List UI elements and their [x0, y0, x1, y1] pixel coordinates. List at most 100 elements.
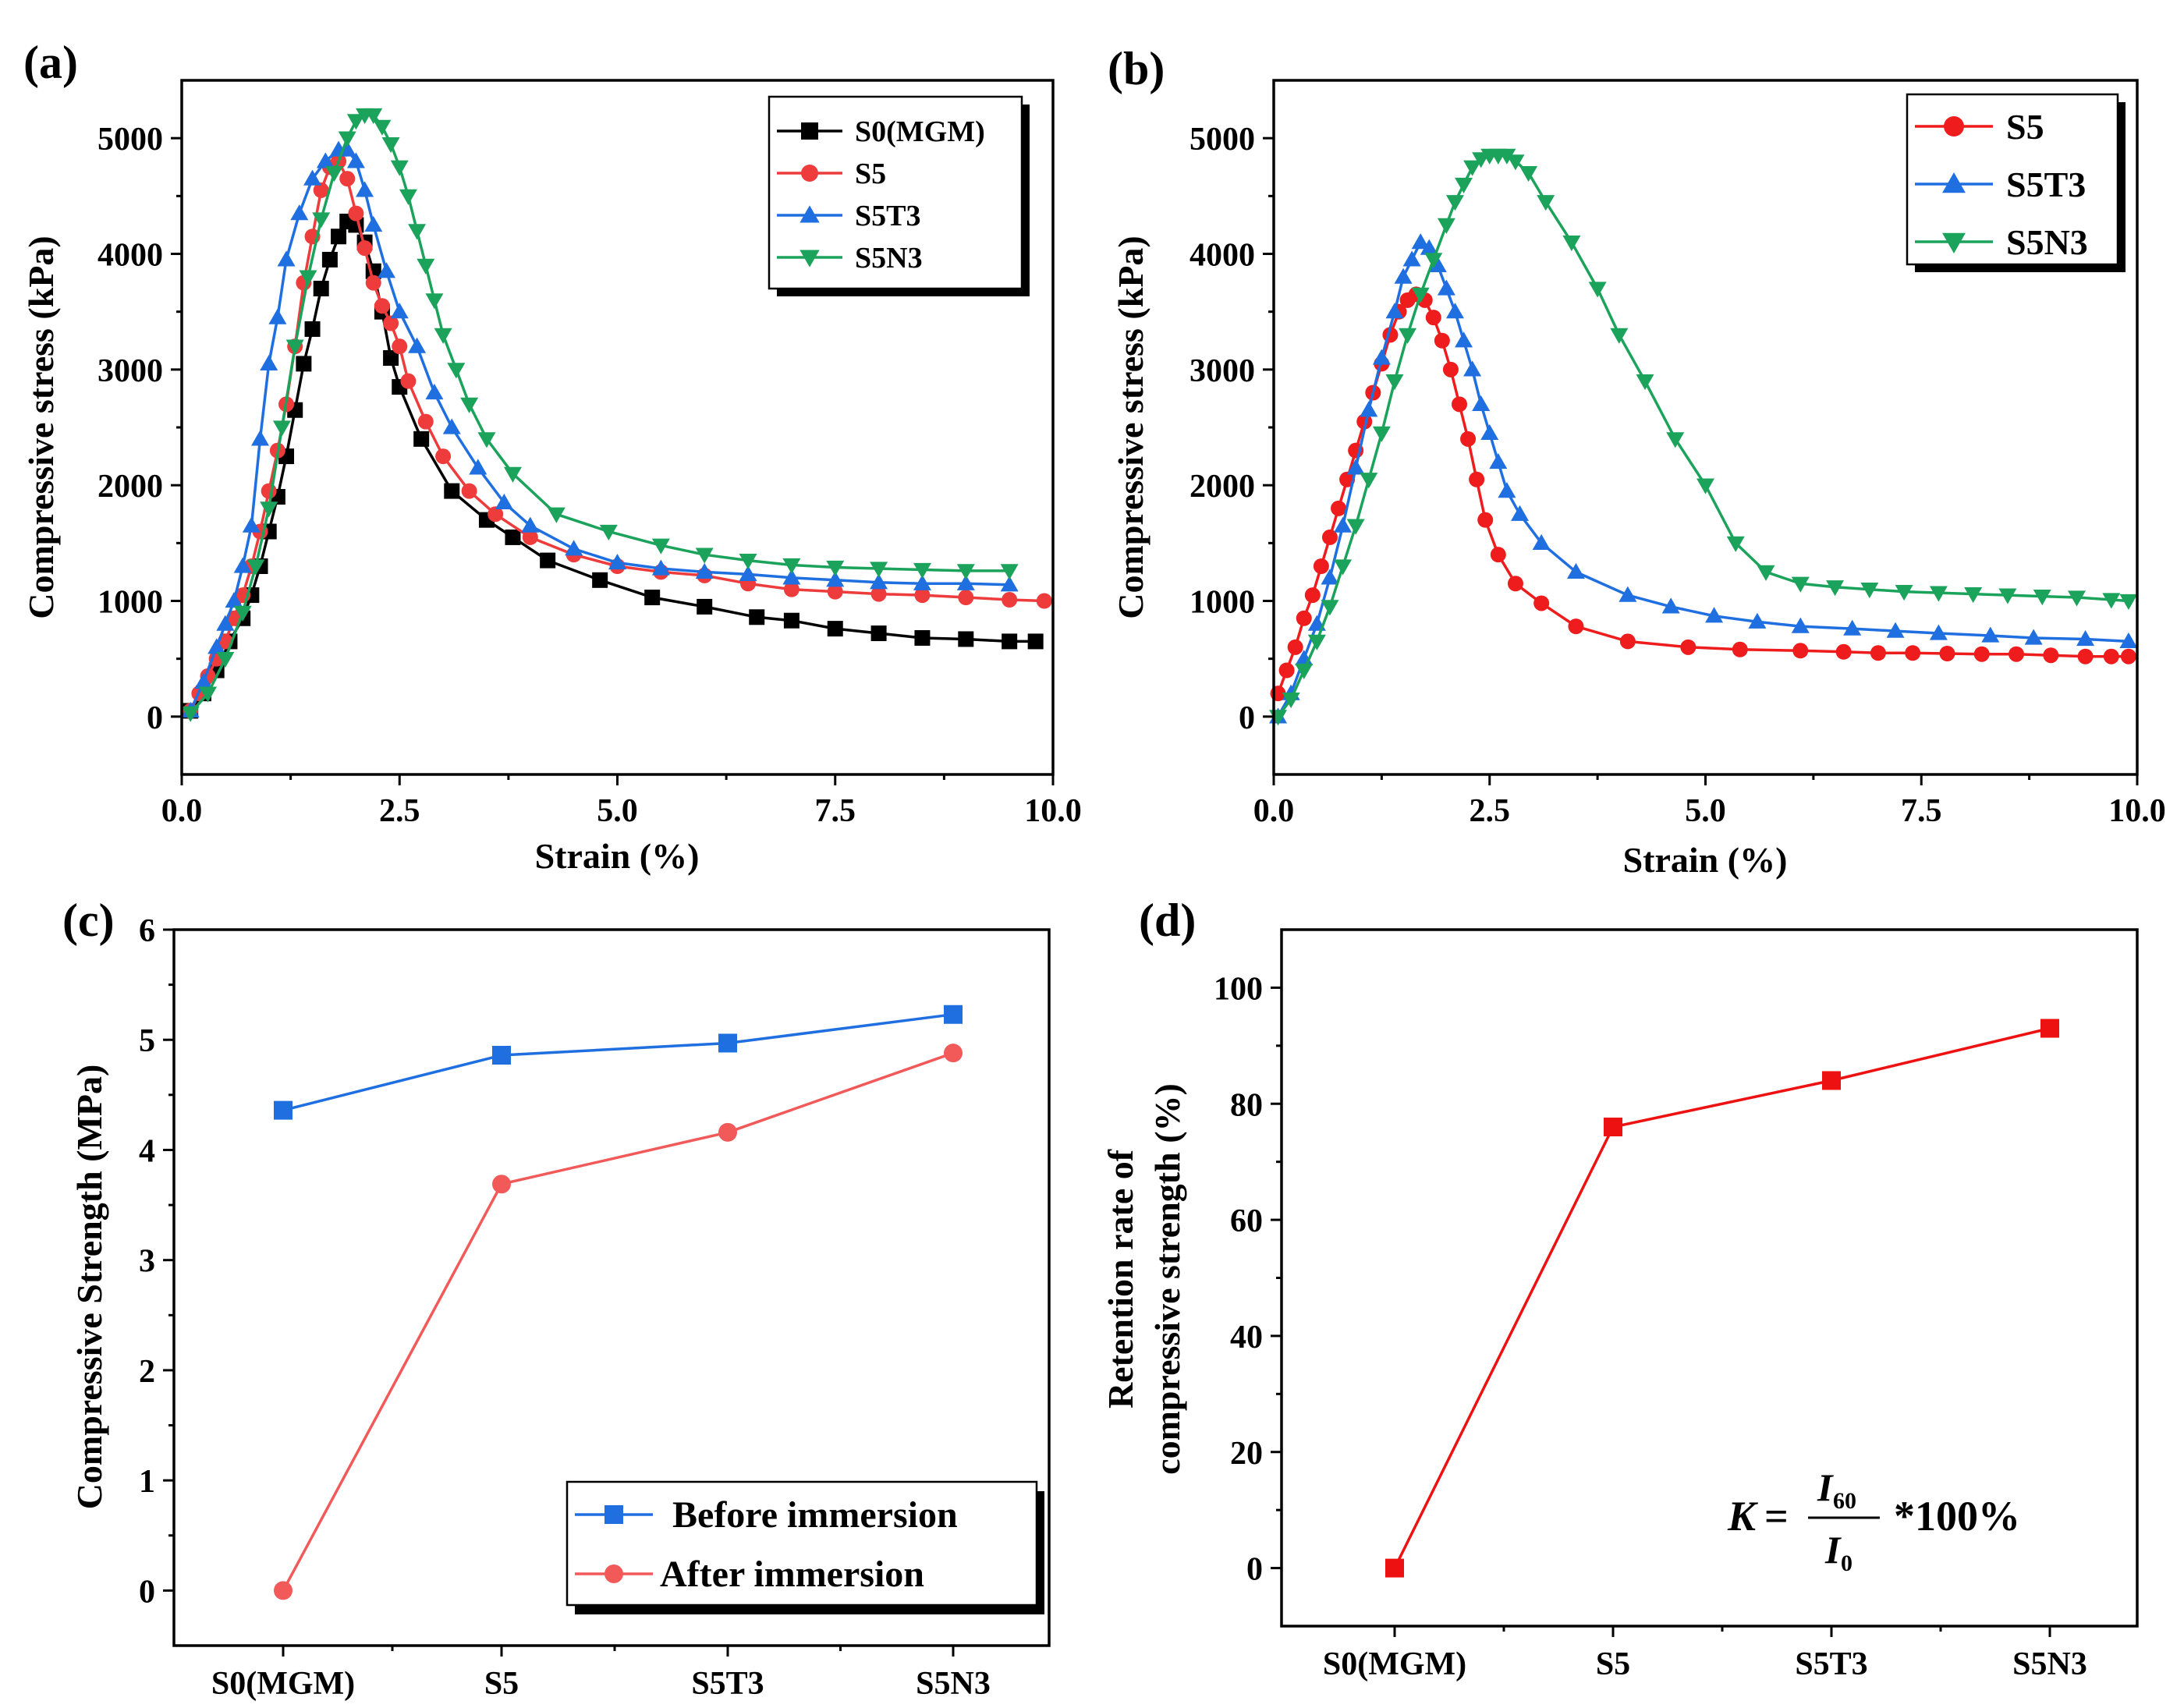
data-point-a-0	[1027, 633, 1044, 650]
data-point-b-1	[1498, 482, 1516, 498]
data-point-a-2	[608, 554, 626, 570]
data-point-a-2	[207, 638, 226, 654]
data-point-b-2	[1282, 692, 1300, 709]
data-point-a-3	[434, 328, 452, 344]
data-point-b-1	[1705, 607, 1724, 623]
data-point-b-1	[1463, 360, 1482, 377]
data-point-b-1	[1411, 233, 1430, 250]
data-point-a-3	[338, 131, 356, 147]
data-point-b-1	[1385, 303, 1404, 319]
panel-label-c: (c)	[62, 895, 115, 946]
data-point-a-3	[460, 397, 479, 413]
y-tick-label-b: 3000	[1190, 353, 1255, 389]
data-point-b-0	[1732, 641, 1748, 657]
formula-equals: =	[1764, 1493, 1789, 1540]
data-point-b-2	[2119, 594, 2138, 610]
legend-label-c: Before immersion	[672, 1494, 958, 1536]
data-point-b-2	[1321, 600, 1339, 616]
formula-denominator: I	[1824, 1528, 1842, 1572]
data-point-a-2	[194, 672, 213, 689]
y-tick-label-a: 5000	[98, 122, 163, 158]
data-point-b-0	[1304, 587, 1321, 604]
data-point-b-1	[1334, 516, 1353, 533]
legend-b: S5 S5T3 S5N3	[1906, 93, 2126, 272]
data-point-a-3	[199, 686, 218, 703]
x-category-label-d: S0(MGM)	[1323, 1646, 1466, 1682]
data-point-b-2	[1696, 478, 1714, 494]
data-point-b-0	[1490, 547, 1506, 563]
y-tick-label-d: 100	[1214, 971, 1263, 1007]
legend-label-b: S5N3	[2006, 222, 2088, 262]
data-point-a-1	[313, 182, 329, 198]
legend-a: S0(MGM) S5 S5T3 S5N3	[768, 95, 1030, 296]
data-point-a-3	[260, 501, 278, 518]
data-point-b-2	[1437, 218, 1455, 234]
y-tick-label-b: 2000	[1190, 469, 1255, 505]
data-point-b-0	[1452, 396, 1468, 413]
panel-label-d: (d)	[1139, 895, 1196, 946]
data-point-a-1	[374, 298, 390, 314]
data-point-c-0	[718, 1033, 737, 1053]
data-point-b-2	[1372, 426, 1391, 442]
y-tick-label-d: 40	[1230, 1320, 1263, 1355]
data-point-b-2	[1537, 195, 1555, 211]
x-tick-label-a: 10.0	[1024, 793, 1082, 829]
data-point-b-1	[1843, 619, 1862, 636]
data-point-b-1	[1618, 586, 1637, 602]
x-tick-label-a: 5.0	[597, 793, 638, 829]
data-point-b-0	[2008, 646, 2025, 662]
data-point-b-2	[1506, 154, 1525, 171]
data-point-a-0	[914, 629, 931, 646]
data-point-a-2	[425, 384, 444, 400]
x-axis-a: 0.0 2.5 5.0 7.5 10.0	[161, 774, 1082, 829]
data-point-c-0	[492, 1046, 511, 1065]
y-tick-label-b: 1000	[1190, 585, 1255, 621]
data-point-a-2	[346, 152, 365, 168]
data-point-b-0	[1905, 645, 1921, 661]
data-point-b-2	[1346, 519, 1365, 535]
data-point-b-2	[2068, 590, 2086, 607]
formula-denominator-sub: 0	[1841, 1550, 1852, 1576]
data-point-b-2	[1498, 148, 1516, 165]
data-point-a-2	[739, 565, 757, 582]
data-point-b-2	[1636, 374, 1654, 391]
data-point-a-2	[521, 516, 540, 533]
series-line-d-0	[1393, 1026, 2051, 1569]
data-point-a-0	[592, 572, 608, 588]
y-tick-label-d: 0	[1246, 1552, 1263, 1588]
data-point-a-1	[435, 448, 452, 465]
data-point-c-1	[718, 1122, 737, 1142]
data-point-b-0	[1425, 310, 1441, 326]
y-axis-b: 0 1000 2000 3000 4000 5000	[1190, 122, 1274, 736]
panel-label-b: (b)	[1108, 43, 1165, 94]
data-point-a-3	[373, 119, 392, 136]
data-point-b-1	[1445, 303, 1464, 319]
data-point-a-1	[417, 413, 434, 430]
data-point-b-2	[1588, 282, 1607, 298]
legend-marker-a	[800, 205, 820, 223]
data-point-a-3	[599, 524, 618, 540]
formula-k: K	[1727, 1493, 1759, 1540]
data-point-b-0	[1568, 618, 1584, 635]
data-point-a-3	[272, 420, 291, 437]
data-point-a-2	[651, 559, 670, 576]
data-point-a-2	[565, 540, 583, 556]
panel-label-a: (a)	[23, 37, 78, 88]
data-point-a-2	[303, 169, 322, 186]
data-point-a-0	[321, 251, 338, 268]
data-point-b-2	[1455, 177, 1473, 193]
data-point-a-1	[522, 529, 538, 545]
data-point-a-1	[348, 205, 364, 221]
data-point-a-3	[381, 136, 400, 154]
data-point-b-2	[1360, 473, 1378, 489]
data-point-a-1	[400, 373, 417, 389]
x-axis-b: 0.0 2.5 5.0 7.5 10.0	[1253, 774, 2166, 829]
data-point-a-3	[233, 605, 252, 622]
panel-b: (b) 0.0 2.5 5.0 7.5 10.0 0 1000 2000 3000 4000 50…	[1108, 43, 2166, 880]
data-point-a-1	[1002, 592, 1018, 608]
data-point-b-0	[1321, 529, 1338, 545]
data-point-b-1	[1510, 505, 1529, 521]
data-point-b-1	[2119, 632, 2138, 649]
data-point-a-1	[870, 586, 887, 602]
